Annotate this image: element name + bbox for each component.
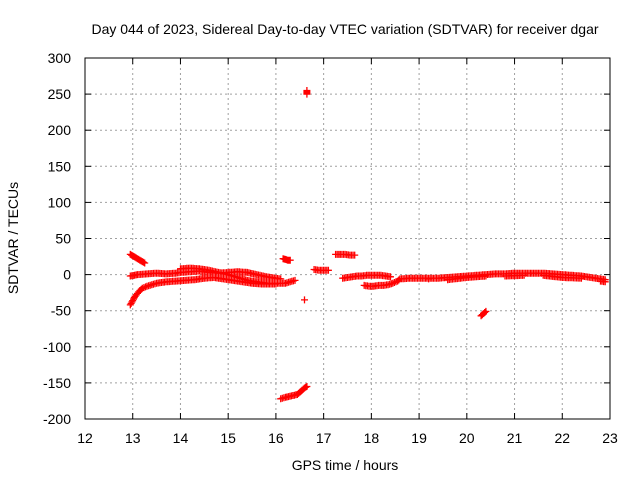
y-tick-label: 150	[48, 158, 72, 174]
plot-frame	[84, 57, 611, 420]
data-points	[126, 87, 609, 403]
chart-title: Day 044 of 2023, Sidereal Day-to-day VTE…	[91, 21, 598, 37]
x-axis-label: GPS time / hours	[292, 457, 399, 473]
y-tick-label: -100	[43, 339, 71, 355]
y-tick-label: 250	[48, 86, 72, 102]
y-tick-label: 300	[48, 50, 72, 66]
y-tick-labels: 300 250 200 150 100 50 0 -50 -100 -150 -200	[43, 50, 71, 427]
x-tick-label: 18	[364, 430, 380, 446]
series-outliers	[277, 87, 311, 403]
y-tick-label: -150	[43, 375, 71, 391]
x-tick-label: 14	[173, 430, 189, 446]
x-tick-label: 12	[77, 430, 93, 446]
y-tick-label: 50	[55, 231, 71, 247]
y-axis-label: SDTVAR / TECUs	[5, 182, 21, 294]
x-tick-label: 19	[411, 430, 427, 446]
x-tick-label: 21	[507, 430, 523, 446]
y-tick-label: -200	[43, 411, 71, 427]
y-tick-label: 0	[63, 267, 71, 283]
y-tick-label: 200	[48, 122, 72, 138]
series-main-band	[126, 250, 609, 320]
x-tick-label: 13	[125, 430, 141, 446]
x-tick-label: 15	[220, 430, 236, 446]
y-tick-label: -50	[51, 303, 71, 319]
x-tick-label: 22	[554, 430, 570, 446]
x-tick-label: 20	[459, 430, 475, 446]
y-tick-label: 100	[48, 194, 72, 210]
grid	[85, 58, 610, 419]
x-tick-label: 23	[602, 430, 618, 446]
x-tick-labels: 12 13 14 15 16 17 18 19 20 21 22 23	[77, 430, 618, 446]
x-tick-label: 17	[316, 430, 332, 446]
x-tick-label: 16	[268, 430, 284, 446]
